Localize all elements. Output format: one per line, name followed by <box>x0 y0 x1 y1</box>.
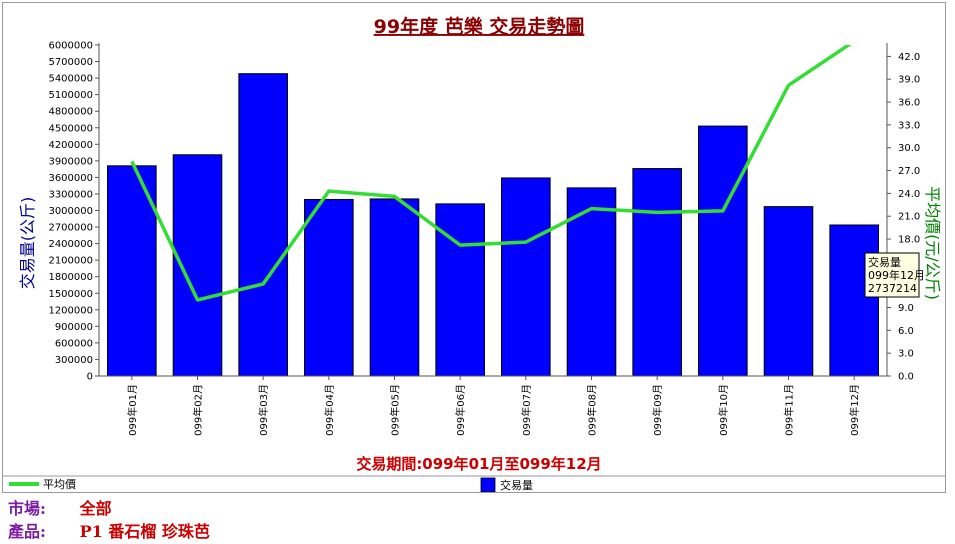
legend-bar-label: 交易量 <box>500 478 533 492</box>
x-tick-label: 099年12月 <box>848 384 861 436</box>
x-tick-label: 099年07月 <box>520 384 533 436</box>
y-left-tick-label: 5700000 <box>48 57 93 68</box>
bar-3[interactable] <box>238 73 288 377</box>
x-tick-label: 099年11月 <box>783 384 796 436</box>
x-tick-label: 099年08月 <box>586 384 599 436</box>
legend-bar-swatch <box>480 477 496 492</box>
bar-4[interactable] <box>304 198 354 377</box>
tooltip-box <box>864 252 920 298</box>
y-left-tick-label: 3300000 <box>48 189 93 200</box>
y-left-tick-label: 5400000 <box>48 74 93 85</box>
y-right-tick-label: 36.0 <box>898 98 920 109</box>
y-left-tick-label: 3900000 <box>48 156 93 167</box>
y-right-tick-label: 39.0 <box>898 75 920 86</box>
bar-8[interactable] <box>566 187 617 377</box>
tooltip-line-2: 099年12月 <box>868 268 925 282</box>
y-left-tick-label: 300000 <box>55 355 93 366</box>
y-left-tick-label: 1800000 <box>48 272 93 283</box>
y-left-tick-label: 6000000 <box>48 41 93 52</box>
bar-9[interactable] <box>632 168 682 377</box>
market-row: 市場: 全部 <box>8 497 948 520</box>
x-tick-label: 099年04月 <box>323 384 336 436</box>
x-tick-label: 099年03月 <box>257 384 270 436</box>
y-axis-left-title: 交易量(公斤) <box>18 197 37 290</box>
x-tick-label: 099年05月 <box>389 384 402 436</box>
y-right-tick-label: 30.0 <box>898 143 920 154</box>
bar-7[interactable] <box>501 177 551 377</box>
y-axis-right-title: 平均價(元/公斤) <box>923 186 942 300</box>
bar-12[interactable] <box>829 224 879 377</box>
y-right-tick-label: 6.0 <box>898 326 914 337</box>
trade-period-label: 交易期間:099年01月至099年12月 <box>356 455 601 473</box>
y-right-tick-label: 9.0 <box>898 303 914 314</box>
y-right-tick-label: 0.0 <box>898 372 914 383</box>
market-label: 市場: <box>8 499 46 518</box>
bar-5[interactable] <box>369 198 420 377</box>
x-tick-label: 099年10月 <box>717 384 730 436</box>
y-left-tick-label: 1500000 <box>48 289 93 300</box>
trade-trend-chart: 99年度 芭樂 交易走勢圖 0 300000 600000 900000 1200000… <box>3 15 945 492</box>
x-tick-label: 099年06月 <box>454 384 467 436</box>
avg-price-line <box>130 45 852 302</box>
y-left-tick-label: 5100000 <box>48 90 93 101</box>
y-right-tick-label: 21.0 <box>898 212 920 223</box>
bar-10[interactable] <box>698 125 748 377</box>
product-row: 產品: P1 番石榴 珍珠芭 <box>8 520 948 543</box>
bar-tooltip: 交易量 099年12月 2737214 <box>864 252 925 298</box>
bar-11[interactable] <box>763 206 814 377</box>
y-left-tick-label: 4500000 <box>48 123 93 134</box>
tooltip-line-1: 交易量 <box>868 255 901 269</box>
chart-legend: 平均價 交易量 <box>3 475 945 492</box>
y-left-tick-label: 3600000 <box>48 173 93 184</box>
y-left-tick-label: 1200000 <box>48 305 93 316</box>
y-right-tick-label: 42.0 <box>898 52 920 63</box>
legend-line-label: 平均價 <box>43 477 76 491</box>
x-tick-label: 099年01月 <box>126 384 139 436</box>
y-left-tick-label: 900000 <box>55 322 93 333</box>
x-tick-label: 099年02月 <box>192 384 205 436</box>
chart-title: 99年度 芭樂 交易走勢圖 <box>374 15 585 38</box>
y-left-tick-label: 2400000 <box>48 239 93 250</box>
y-right-tick-label: 24.0 <box>898 189 920 200</box>
chart-frame: 99年度 芭樂 交易走勢圖 0 300000 600000 900000 1200000… <box>2 2 946 493</box>
tooltip-line-3: 2737214 <box>868 282 917 295</box>
bar-1[interactable] <box>107 165 157 377</box>
y-left-tick-label: 0 <box>87 372 93 383</box>
y-right-tick-label: 33.0 <box>898 120 920 131</box>
y-left-tick-label: 4800000 <box>48 107 93 118</box>
market-value: 全部 <box>79 499 112 518</box>
y-left-tick-label: 2700000 <box>48 223 93 234</box>
y-right-tick-label: 18.0 <box>898 235 920 246</box>
product-value: P1 番石榴 珍珠芭 <box>79 522 210 541</box>
info-panel: 市場: 全部 產品: P1 番石榴 珍珠芭 <box>8 497 948 543</box>
y-right-tick-label: 27.0 <box>898 166 920 177</box>
y-left-tick-label: 3000000 <box>48 206 93 217</box>
product-label: 產品: <box>8 522 46 541</box>
y-right-tick-label: 3.0 <box>898 349 914 360</box>
y-left-tick-label: 2100000 <box>48 256 93 267</box>
y-left-tick-label: 600000 <box>55 338 93 349</box>
bar-6[interactable] <box>435 203 485 377</box>
x-tick-label: 099年09月 <box>651 384 664 436</box>
y-left-tick-label: 4200000 <box>48 140 93 151</box>
